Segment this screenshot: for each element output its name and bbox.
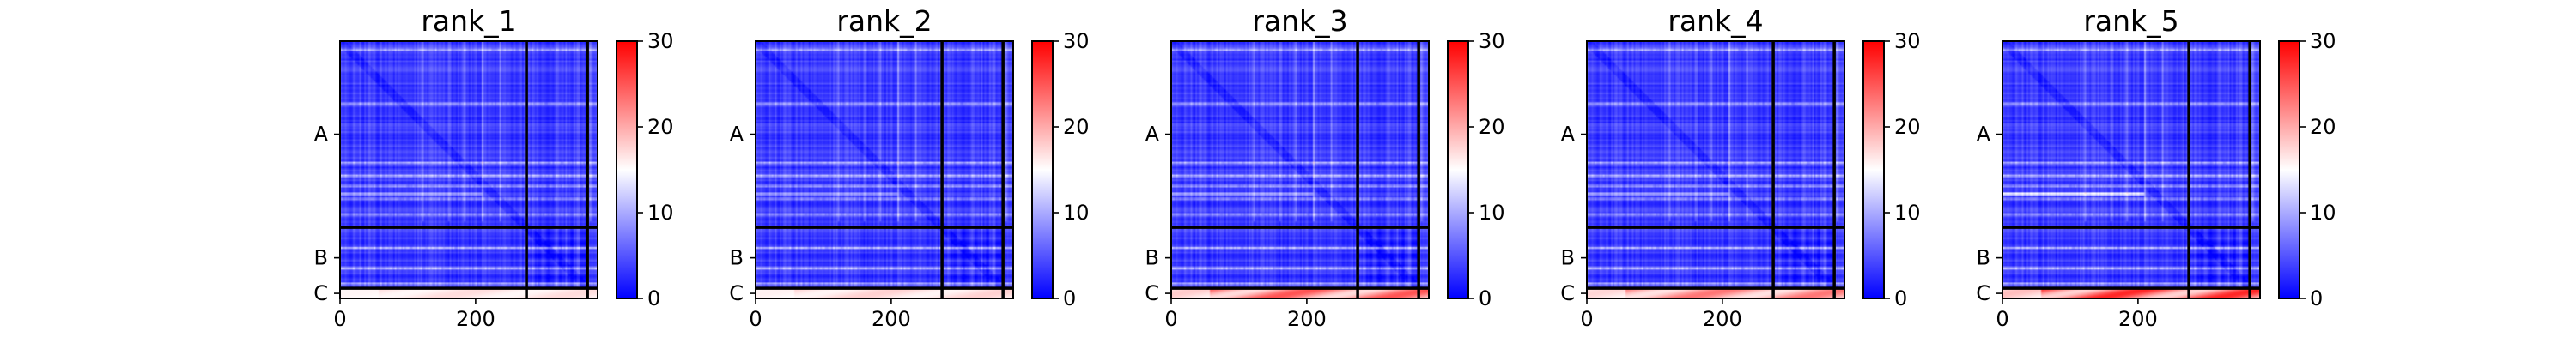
x-tick-label: 0: [1164, 307, 1177, 331]
colorbar: [617, 41, 637, 298]
colorbar: [1032, 41, 1053, 298]
x-tick-label: 0: [1580, 307, 1593, 331]
colorbar-tick-label: 10: [647, 201, 674, 225]
heatmap-image: [2002, 41, 2260, 298]
colorbar-frame: [1862, 40, 1885, 299]
heatmap-image: [1587, 41, 1844, 298]
colorbar-tick-label: 0: [1479, 286, 1492, 310]
plot-frame: [2002, 40, 2261, 299]
chain-label-B: B: [1145, 246, 1159, 270]
heatmap-image: [756, 41, 1013, 298]
x-tick-label: 200: [1703, 307, 1742, 331]
colorbar-tick-label: 0: [2310, 286, 2323, 310]
colorbar-tick-label: 30: [1063, 29, 1090, 53]
plot-frame: [339, 40, 598, 299]
x-tick-label: 0: [1996, 307, 2008, 331]
colorbar-tick-label: 20: [1894, 115, 1921, 139]
colorbar-tick-label: 30: [647, 29, 674, 53]
x-tick-label: 200: [2118, 307, 2158, 331]
colorbar-frame: [1031, 40, 1054, 299]
colorbar-tick-label: 10: [1479, 201, 1505, 225]
chain-label-B: B: [730, 246, 744, 270]
plot-frame: [755, 40, 1014, 299]
x-tick-label: 200: [456, 307, 495, 331]
chain-label-A: A: [730, 123, 744, 147]
panel-title: rank_1: [421, 4, 516, 38]
x-tick-label: 0: [333, 307, 346, 331]
x-tick-label: 0: [749, 307, 762, 331]
colorbar-frame: [2278, 40, 2300, 299]
colorbar-tick-label: 0: [1894, 286, 1907, 310]
chain-label-A: A: [1977, 123, 1991, 147]
colorbar-tick-label: 10: [1894, 201, 1921, 225]
chain-label-C: C: [1145, 281, 1159, 305]
panel-title: rank_5: [2083, 4, 2178, 38]
heatmap-image: [1171, 41, 1429, 298]
colorbar-tick-label: 30: [1479, 29, 1505, 53]
colorbar-tick-label: 30: [1894, 29, 1921, 53]
chain-label-A: A: [1561, 123, 1576, 147]
colorbar-tick-label: 0: [1063, 286, 1076, 310]
panel-title: rank_2: [836, 4, 932, 38]
colorbar-tick-label: 10: [1063, 201, 1090, 225]
colorbar-frame: [616, 40, 638, 299]
colorbar-tick-label: 20: [647, 115, 674, 139]
colorbar-tick-label: 20: [2310, 115, 2336, 139]
panel-title: rank_3: [1252, 4, 1347, 38]
chain-label-B: B: [1561, 246, 1575, 270]
colorbar: [1448, 41, 1468, 298]
heatmap-image: [340, 41, 598, 298]
colorbar: [1863, 41, 1884, 298]
x-tick-label: 200: [872, 307, 911, 331]
colorbar-tick-label: 20: [1063, 115, 1090, 139]
chain-label-C: C: [1976, 281, 1990, 305]
colorbar: [2279, 41, 2300, 298]
colorbar-tick-label: 0: [647, 286, 660, 310]
colorbar-tick-label: 20: [1479, 115, 1505, 139]
chain-label-A: A: [314, 123, 329, 147]
colorbar-frame: [1447, 40, 1469, 299]
chain-label-C: C: [313, 281, 328, 305]
chain-label-C: C: [1560, 281, 1575, 305]
x-tick-label: 200: [1287, 307, 1327, 331]
panel-title: rank_4: [1668, 4, 1763, 38]
chain-label-C: C: [729, 281, 744, 305]
chain-label-B: B: [1977, 246, 1990, 270]
plot-frame: [1586, 40, 1845, 299]
colorbar-tick-label: 10: [2310, 201, 2336, 225]
plot-frame: [1170, 40, 1430, 299]
chain-label-A: A: [1145, 123, 1160, 147]
chain-label-B: B: [314, 246, 328, 270]
colorbar-tick-label: 30: [2310, 29, 2336, 53]
